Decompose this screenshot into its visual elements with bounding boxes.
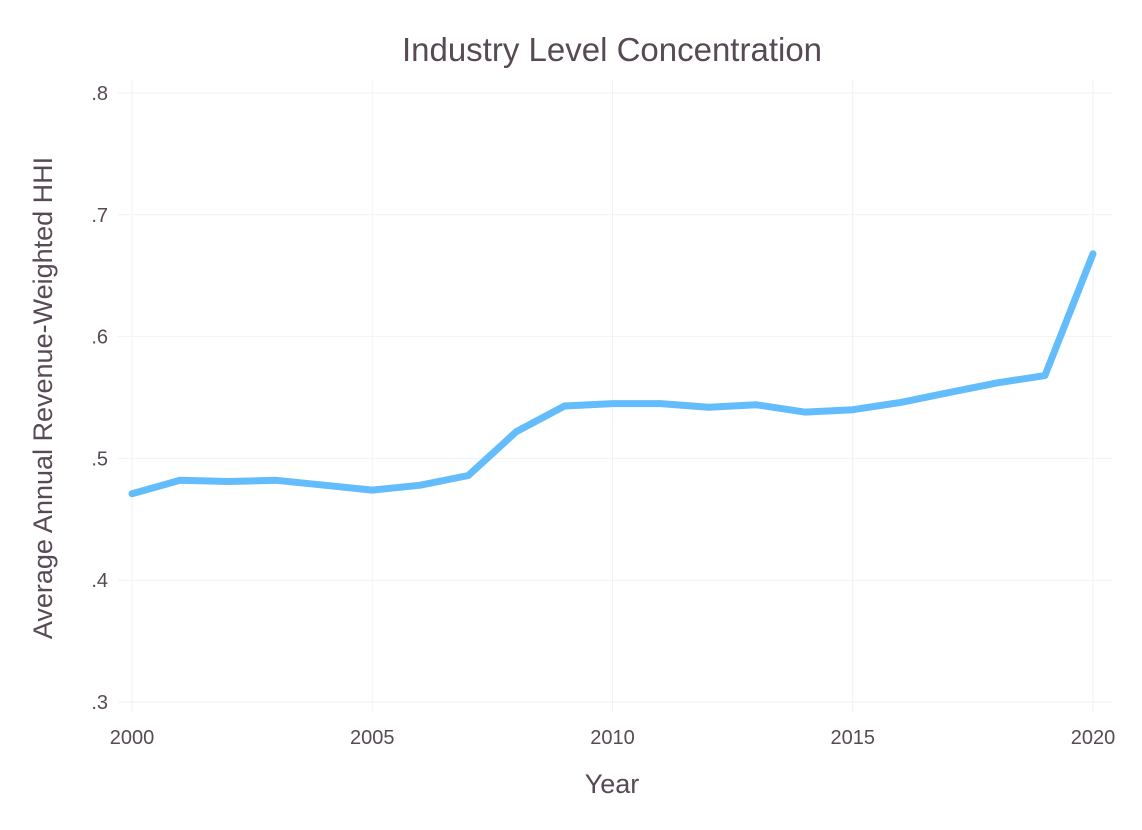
y-axis-title: Average Annual Revenue-Weighted HHI bbox=[28, 157, 58, 639]
chart-title: Industry Level Concentration bbox=[402, 31, 822, 68]
y-tick-label: .7 bbox=[91, 205, 108, 227]
x-tick-label: 2015 bbox=[831, 727, 876, 749]
y-tick-label: .3 bbox=[91, 692, 108, 714]
y-tick-label: .4 bbox=[91, 570, 108, 592]
x-axis-title: Year bbox=[585, 769, 640, 799]
grid bbox=[118, 79, 1112, 712]
x-tick-label: 2010 bbox=[590, 727, 635, 749]
y-tick-label: .6 bbox=[91, 327, 108, 349]
x-axis-tick-labels: 2000 2005 2010 2015 2020 bbox=[110, 727, 1116, 749]
y-axis-tick-labels: .3 .4 .5 .6 .7 .8 bbox=[91, 83, 108, 714]
y-tick-label: .8 bbox=[91, 83, 108, 105]
series-layer bbox=[128, 250, 1097, 498]
x-tick-label: 2000 bbox=[110, 727, 155, 749]
series-line bbox=[128, 250, 1097, 498]
x-tick-label: 2005 bbox=[350, 727, 395, 749]
y-tick-label: .5 bbox=[91, 448, 108, 470]
x-tick-label: 2020 bbox=[1071, 727, 1116, 749]
